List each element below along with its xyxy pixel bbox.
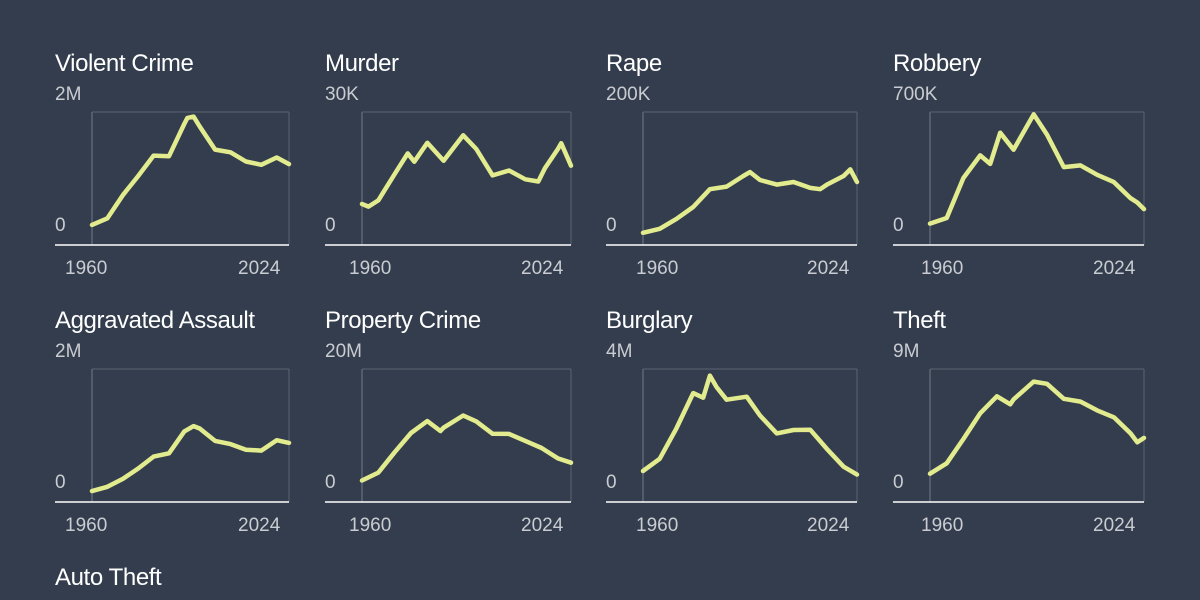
chart-title: Property Crime: [325, 307, 481, 334]
line-plot: [325, 368, 574, 503]
y-axis-max-label: 30K: [325, 84, 359, 105]
chart-panel-burglary: Burglary 4M 0 1960 2024: [606, 307, 860, 547]
x-axis-start-label: 1960: [349, 515, 392, 536]
chart-title: Auto Theft: [55, 564, 162, 591]
data-series-line: [640, 167, 860, 236]
chart-panel-rape: Rape 200K 0 1960 2024: [606, 50, 860, 290]
x-axis-start-label: 1960: [636, 258, 679, 279]
chart-panel-murder: Murder 30K 0 1960 2024: [325, 50, 574, 290]
chart-panel-property-crime: Property Crime 20M 0 1960 2024: [325, 307, 574, 547]
chart-panel-aggravated-assault: Aggravated Assault 2M 0 1960 2024: [55, 307, 292, 547]
line-plot: [325, 111, 574, 246]
x-axis-end-label: 2024: [238, 258, 281, 279]
x-axis-start-label: 1960: [636, 515, 679, 536]
chart-title: Aggravated Assault: [55, 307, 255, 334]
x-axis-end-label: 2024: [1093, 258, 1136, 279]
data-series-line: [640, 373, 860, 477]
line-plot: [893, 368, 1147, 503]
y-axis-min-label: 0: [893, 215, 904, 236]
y-axis-max-label: 4M: [606, 341, 633, 362]
y-axis-min-label: 0: [606, 472, 617, 493]
x-axis-start-label: 1960: [65, 515, 108, 536]
x-axis-end-label: 2024: [1093, 515, 1136, 536]
x-axis-end-label: 2024: [807, 515, 850, 536]
data-series-line: [927, 379, 1147, 476]
chart-panel-robbery: Robbery 700K 0 1960 2024: [893, 50, 1147, 290]
data-series-line: [359, 413, 574, 483]
y-axis-min-label: 0: [893, 472, 904, 493]
y-axis-max-label: 2M: [55, 84, 82, 105]
chart-title: Violent Crime: [55, 50, 194, 77]
line-plot: [606, 368, 860, 503]
chart-title: Theft: [893, 307, 946, 334]
x-axis-end-label: 2024: [521, 515, 564, 536]
x-axis-end-label: 2024: [238, 515, 281, 536]
chart-title: Burglary: [606, 307, 693, 334]
y-axis-max-label: 200K: [606, 84, 651, 105]
y-axis-min-label: 0: [606, 215, 617, 236]
chart-panel-violent-crime: Violent Crime 2M 0 1960 2024: [55, 50, 292, 290]
y-axis-max-label: 20M: [325, 341, 362, 362]
y-axis-max-label: 9M: [893, 341, 920, 362]
chart-title: Robbery: [893, 50, 981, 77]
x-axis-start-label: 1960: [65, 258, 108, 279]
y-axis-min-label: 0: [325, 215, 336, 236]
chart-panel-auto-theft: Auto Theft: [55, 564, 291, 600]
x-axis-start-label: 1960: [921, 515, 964, 536]
x-axis-end-label: 2024: [807, 258, 850, 279]
chart-title: Rape: [606, 50, 662, 77]
line-plot: [55, 111, 292, 246]
chart-panel-theft: Theft 9M 0 1960 2024: [893, 307, 1147, 547]
data-series-line: [89, 114, 292, 228]
y-axis-min-label: 0: [55, 472, 66, 493]
y-axis-max-label: 700K: [893, 84, 938, 105]
y-axis-max-label: 2M: [55, 341, 82, 362]
x-axis-start-label: 1960: [921, 258, 964, 279]
data-series-line: [359, 133, 574, 209]
x-axis-start-label: 1960: [349, 258, 392, 279]
y-axis-min-label: 0: [55, 215, 66, 236]
x-axis-end-label: 2024: [521, 258, 564, 279]
y-axis-min-label: 0: [325, 472, 336, 493]
line-plot: [55, 368, 292, 503]
line-plot: [606, 111, 860, 246]
line-plot: [893, 111, 1147, 246]
chart-title: Murder: [325, 50, 399, 77]
data-series-line: [927, 112, 1147, 226]
data-series-line: [89, 423, 292, 494]
